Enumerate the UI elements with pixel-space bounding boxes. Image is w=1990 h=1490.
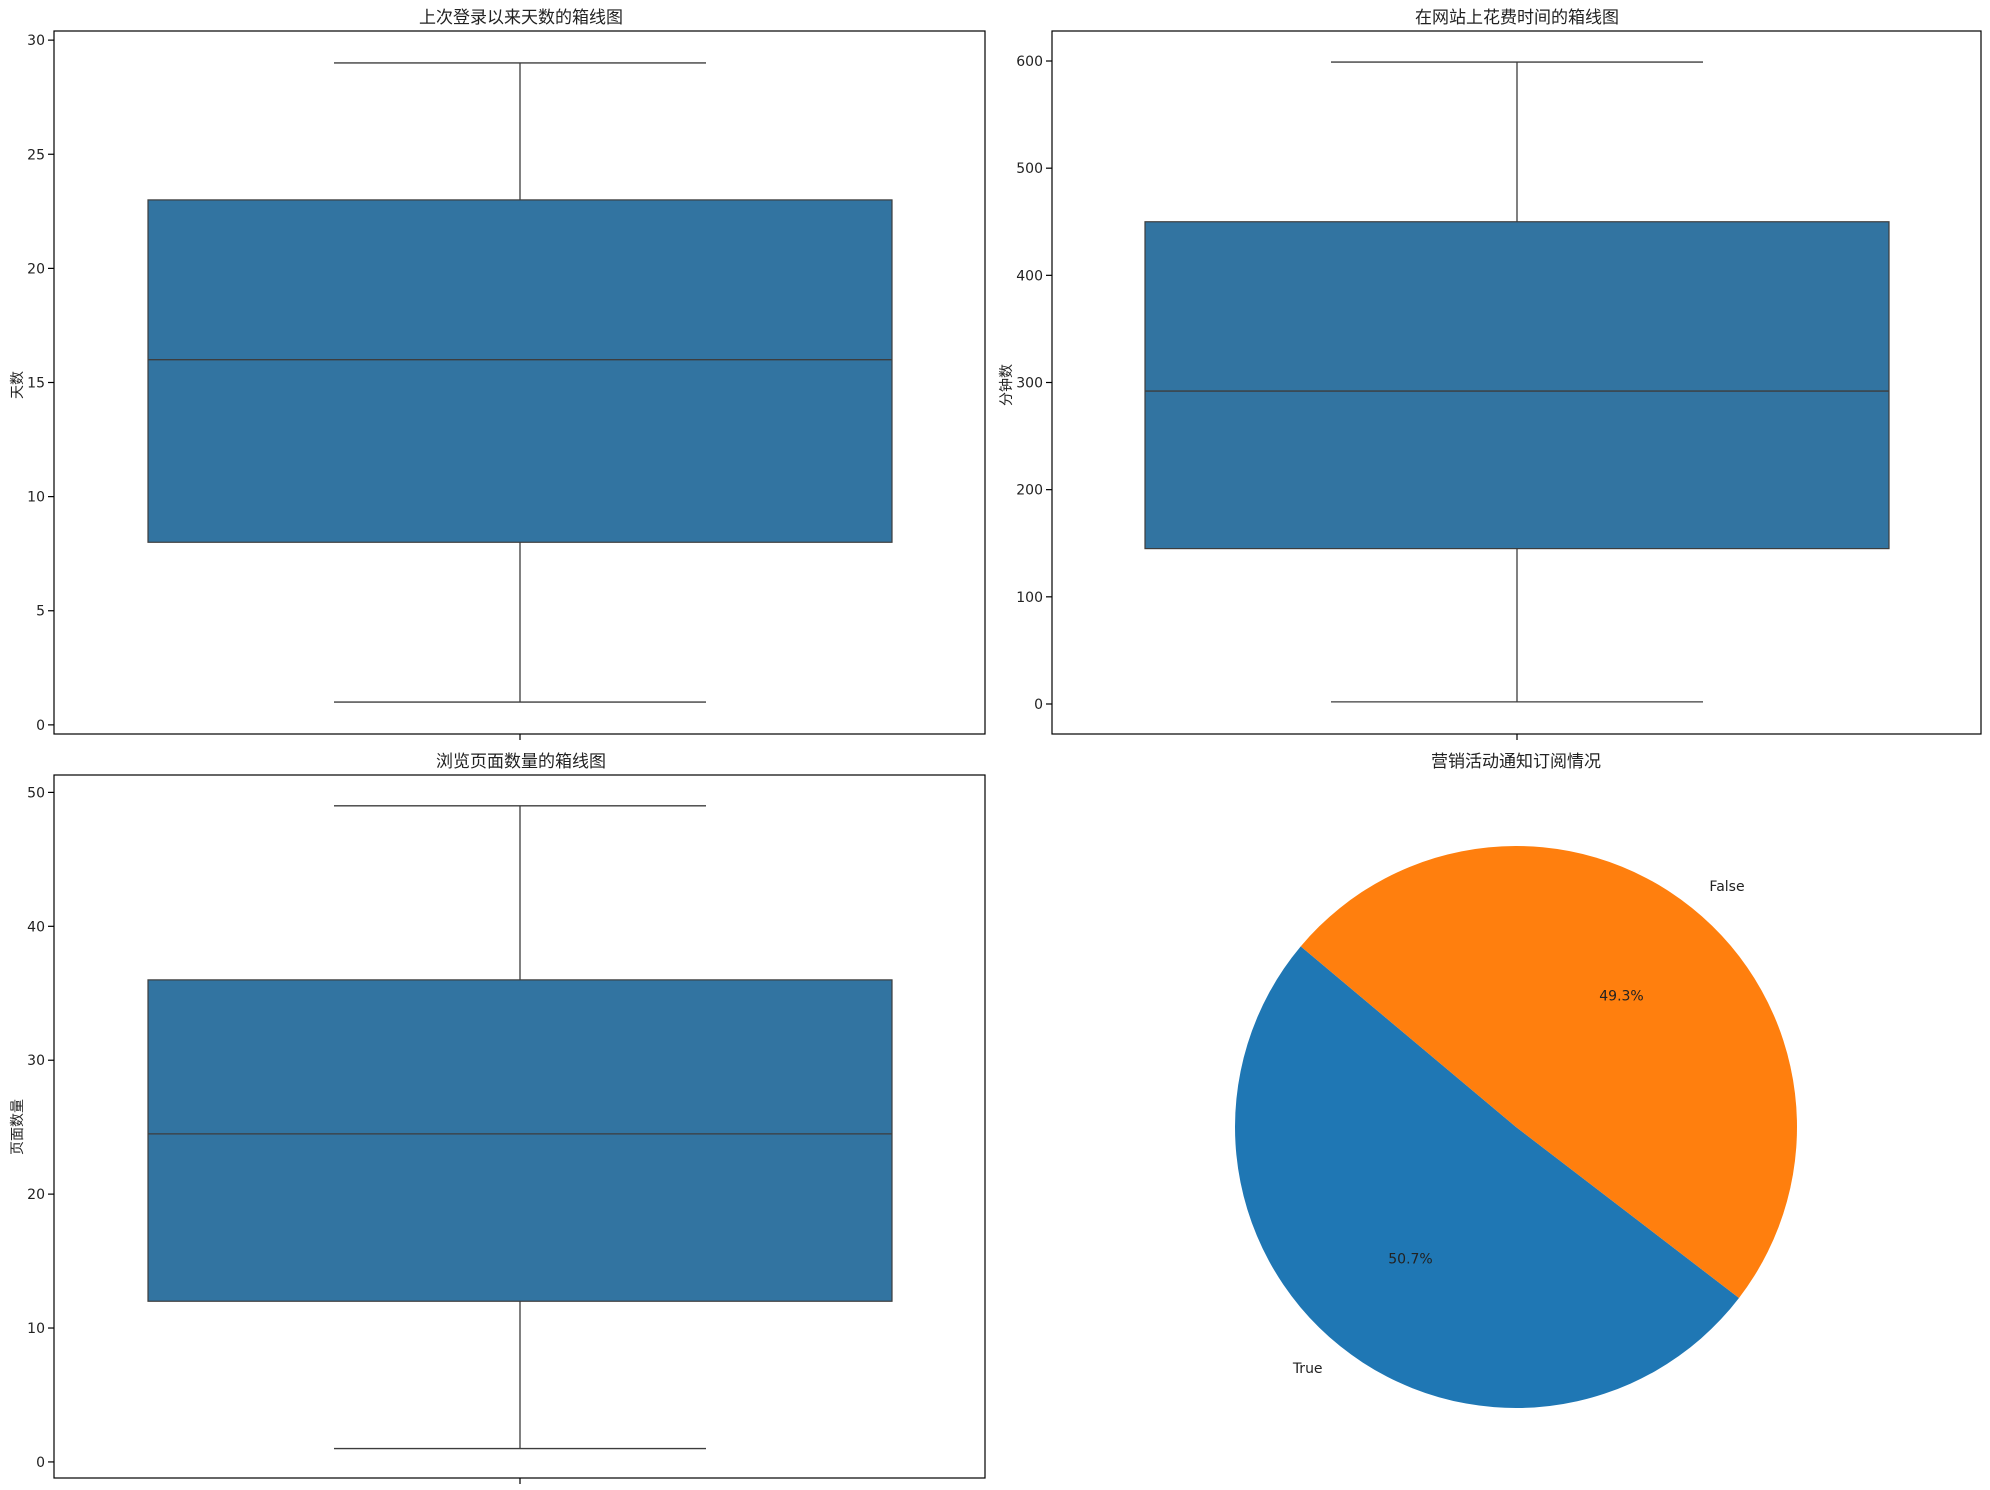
box-marks: [147, 62, 893, 703]
y-tick-label: 40: [27, 919, 45, 935]
pie-labels: 50.7% True 49.3% False: [1292, 879, 1745, 1377]
y-tick-label: 0: [36, 1455, 45, 1471]
days-since-login-boxplot: 上次登录以来天数的箱线图 天数 0 5 10 15 20 25 30: [10, 8, 986, 740]
pie-pct-label: 50.7%: [1388, 1252, 1432, 1268]
subscription-pie: 营销活动通知订阅情况 50.7% True 49.3% False: [1235, 752, 1797, 1408]
plot-frame: [1051, 30, 1982, 735]
y-tick-label: 0: [36, 718, 45, 734]
y-tick-label: 600: [1016, 54, 1043, 70]
iqr-box: [147, 979, 893, 1302]
chart-title: 浏览页面数量的箱线图: [436, 752, 606, 772]
y-tick-label: 20: [27, 261, 45, 277]
y-axis-label: 天数: [10, 371, 26, 399]
y-tick-label: 5: [36, 604, 45, 620]
y-tick-label: 200: [1016, 483, 1043, 499]
iqr-box: [147, 199, 893, 543]
plot-frame: [53, 30, 986, 735]
box-marks: [147, 805, 893, 1450]
y-axis-ticks: 0 5 10 15 20 25 30: [27, 33, 521, 740]
pie-slices: [1235, 845, 1797, 1408]
y-tick-label: 30: [27, 33, 45, 49]
chart-title: 在网站上花费时间的箱线图: [1415, 8, 1619, 28]
y-axis-ticks: 0 100 200 300 400 500 600: [1016, 54, 1518, 740]
pie-category-label: True: [1292, 1361, 1323, 1377]
y-tick-label: 50: [27, 785, 45, 801]
y-tick-label: 10: [27, 490, 45, 506]
y-tick-label: 15: [27, 376, 45, 392]
pie-category-label: False: [1709, 879, 1744, 895]
y-tick-label: 0: [1034, 697, 1043, 713]
plot-frame: [53, 774, 986, 1479]
box-marks: [1144, 61, 1890, 703]
y-tick-label: 20: [27, 1187, 45, 1203]
chart-title: 营销活动通知订阅情况: [1431, 752, 1601, 772]
y-tick-label: 30: [27, 1053, 45, 1069]
pie-slice-true: [1235, 946, 1739, 1408]
pie-slice-false: [1300, 845, 1797, 1298]
y-tick-label: 400: [1016, 268, 1043, 284]
y-tick-label: 100: [1016, 590, 1043, 606]
y-tick-label: 500: [1016, 161, 1043, 177]
y-tick-label: 10: [27, 1321, 45, 1337]
pages-viewed-boxplot: 浏览页面数量的箱线图 页面数量 0 10 20 30 40 50: [10, 752, 986, 1484]
time-on-site-boxplot: 在网站上花费时间的箱线图 分钟数 0 100 200 300 400 500 600: [998, 8, 1982, 740]
chart-title: 上次登录以来天数的箱线图: [419, 8, 623, 28]
y-axis-label: 页面数量: [10, 1099, 26, 1155]
y-axis-label: 分钟数: [998, 364, 1015, 406]
y-tick-label: 25: [27, 147, 45, 163]
y-axis-ticks: 0 10 20 30 40 50: [27, 785, 521, 1484]
iqr-box: [1144, 221, 1890, 550]
y-tick-label: 300: [1016, 376, 1043, 392]
pie-pct-label: 49.3%: [1599, 988, 1643, 1004]
